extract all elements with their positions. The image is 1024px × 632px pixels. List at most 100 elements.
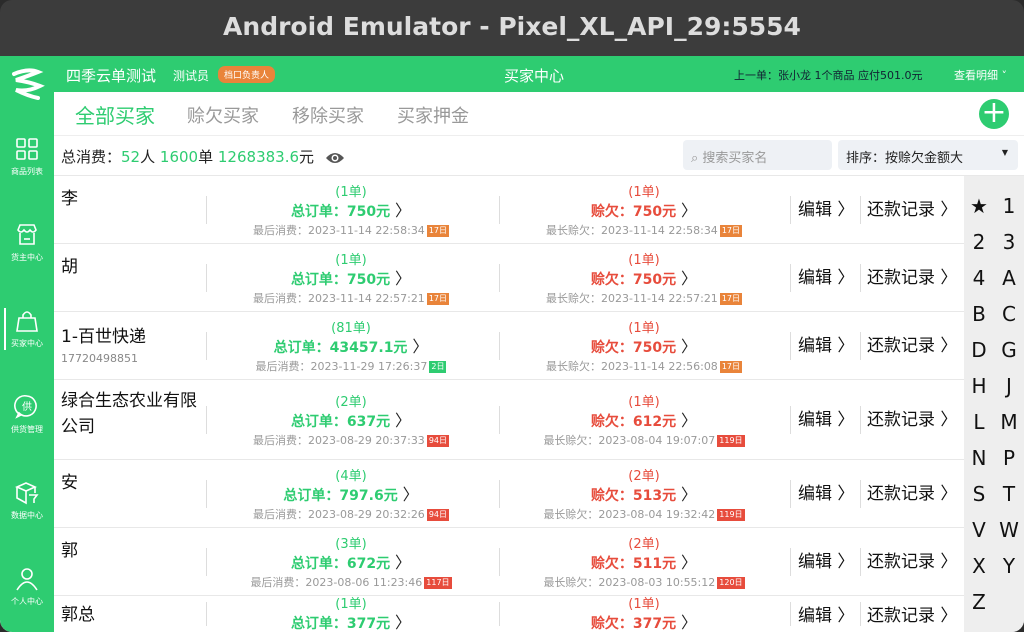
view-detail-link[interactable]: 查看明细 ˅ (954, 69, 1007, 82)
index-letter[interactable]: B (972, 302, 986, 326)
records-label: 还款记录 (867, 410, 935, 430)
index-letter[interactable]: X (972, 554, 986, 578)
debt-cell[interactable]: (1单) 赊欠：750元 〉最长赊欠：2023-11-14 22:56:08 17日 (499, 320, 789, 374)
buyer-name: 李 (61, 189, 78, 209)
last-consume-time: 最后消费：2023-11-29 17:26:37 (255, 360, 428, 373)
total-orders-cell[interactable]: (3单) 总订单：672元 〉最后消费：2023-08-06 11:23:46 11… (206, 536, 496, 590)
buyer-row[interactable]: 郭总 (1单) 总订单：377元 〉 (1单) 赊欠：377元 〉 编辑 〉还款记录 〉 (54, 596, 964, 632)
chevron-right-icon: 〉 (395, 201, 412, 220)
tab-all-buyers[interactable]: 全部买家 (75, 104, 155, 128)
sort-dropdown[interactable]: 排序：按赊欠金额大 ▼ (838, 140, 1018, 170)
debt-cell[interactable]: (2单) 赊欠：513元 〉最长赊欠：2023-08-04 19:32:42 119… (499, 468, 789, 522)
total-orders-cell[interactable]: (81单) 总订单：43457.1元 〉最后消费：2023-11-29 17:26… (206, 320, 496, 374)
edit-button[interactable]: 编辑 〉 (798, 552, 855, 572)
index-letter[interactable]: T (1002, 482, 1016, 506)
tab-removed-buyers[interactable]: 移除买家 (292, 106, 364, 127)
repayment-records-button[interactable]: 还款记录 〉 (867, 606, 958, 626)
index-letter[interactable]: 1 (1002, 194, 1016, 218)
people-count: 52 (121, 148, 141, 166)
grid-icon (16, 138, 38, 160)
total-orders-cell[interactable]: (1单) 总订单：750元 〉最后消费：2023-11-14 22:57:21 17… (206, 252, 496, 306)
debt-cell[interactable]: (1单) 赊欠：750元 〉最长赊欠：2023-11-14 22:57:21 17日 (499, 252, 789, 306)
sidebar-item-0[interactable]: 商品列表 (0, 136, 54, 192)
column-divider (206, 406, 207, 434)
sidebar-item-5[interactable]: 个人中心 (0, 566, 54, 622)
index-letter[interactable]: 4 (972, 266, 986, 290)
index-letter[interactable]: N (971, 446, 987, 470)
days-tag: 94日 (426, 509, 449, 521)
edit-button[interactable]: 编辑 〉 (798, 268, 855, 288)
debt-cell[interactable]: (1单) 赊欠：377元 〉 (499, 596, 789, 632)
edit-button[interactable]: 编辑 〉 (798, 200, 855, 220)
buyer-phone: 17720498851 (61, 352, 138, 365)
tab-buyer-deposit[interactable]: 买家押金 (397, 106, 469, 127)
index-letter[interactable]: C (1002, 302, 1016, 326)
index-letter[interactable]: ★ (970, 194, 988, 218)
index-letter[interactable]: S (972, 482, 986, 506)
sidebar-item-3[interactable]: 供供货管理 (0, 394, 54, 450)
header-bar: 四季云单测试 测试员 档口负责人 买家中心 上一单：张小龙 1个商品 应付501… (54, 56, 1024, 92)
index-letter[interactable]: 3 (1002, 230, 1016, 254)
index-letter[interactable]: Z (972, 590, 986, 614)
total-orders-cell[interactable]: (2单) 总订单：637元 〉最后消费：2023-08-29 20:37:33 94… (206, 394, 496, 448)
amount-unit: 元 (299, 148, 315, 166)
column-divider (206, 602, 207, 626)
column-divider (499, 406, 500, 434)
total-consumption: 总消费：52人 1600单 1268383.6元 (61, 146, 345, 167)
total-amount: 总订单：43457.1元 (273, 340, 408, 356)
records-label: 还款记录 (867, 200, 935, 220)
tab-credit-buyers[interactable]: 赊欠买家 (187, 106, 259, 127)
role-badge: 档口负责人 (218, 66, 276, 83)
total-orders-cell[interactable]: (1单) 总订单：750元 〉最后消费：2023-11-14 22:58:34 17… (206, 184, 496, 238)
total-orders-cell[interactable]: (4单) 总订单：797.6元 〉最后消费：2023-08-29 20:32:26… (206, 468, 496, 522)
repayment-records-button[interactable]: 还款记录 〉 (867, 200, 958, 220)
days-tag: 119日 (717, 509, 745, 521)
total-orders-cell[interactable]: (1单) 总订单：377元 〉 (206, 596, 496, 632)
sidebar-item-2[interactable]: 买家中心 (0, 308, 54, 364)
add-buyer-button[interactable]: + (979, 98, 1009, 129)
index-letter[interactable]: H (971, 374, 987, 398)
buyer-row[interactable]: 郭 (3单) 总订单：672元 〉最后消费：2023-08-06 11:23:46 1… (54, 528, 964, 596)
eye-icon[interactable] (325, 151, 345, 165)
index-letter[interactable]: Y (1002, 554, 1016, 578)
chevron-right-icon: 〉 (395, 411, 412, 430)
index-letter[interactable]: D (971, 338, 987, 362)
index-letter[interactable]: M (1000, 410, 1018, 434)
repayment-records-button[interactable]: 还款记录 〉 (867, 484, 958, 504)
edit-button[interactable]: 编辑 〉 (798, 484, 855, 504)
debt-cell[interactable]: (1单) 赊欠：750元 〉最长赊欠：2023-11-14 22:58:34 17日 (499, 184, 789, 238)
edit-label: 编辑 (798, 606, 832, 626)
column-divider (499, 602, 500, 626)
sidebar-item-4[interactable]: 数据中心 (0, 480, 54, 536)
edit-label: 编辑 (798, 552, 832, 572)
buyer-row[interactable]: 绿合生态农业有限公司 (2单) 总订单：637元 〉最后消费：2023-08-29 … (54, 380, 964, 460)
repayment-records-button[interactable]: 还款记录 〉 (867, 268, 958, 288)
search-buyer-input[interactable]: ⌕ 搜索买家名 (683, 140, 832, 170)
buyer-row[interactable]: 李 (1单) 总订单：750元 〉最后消费：2023-11-14 22:58:34 1… (54, 176, 964, 244)
total-amount: 1268383.6 (217, 148, 300, 166)
debt-cell[interactable]: (1单) 赊欠：612元 〉最长赊欠：2023-08-04 19:07:07 119… (499, 394, 789, 448)
edit-button[interactable]: 编辑 〉 (798, 410, 855, 430)
column-divider (499, 332, 500, 360)
last-consume-time: 最后消费：2023-11-14 22:57:21 (252, 292, 425, 305)
index-letter[interactable]: J (1006, 374, 1012, 398)
repayment-records-button[interactable]: 还款记录 〉 (867, 410, 958, 430)
index-letter[interactable]: L (973, 410, 985, 434)
index-letter[interactable]: W (999, 518, 1019, 542)
index-letter[interactable]: 2 (972, 230, 986, 254)
buyer-row[interactable]: 安 (4单) 总订单：797.6元 〉最后消费：2023-08-29 20:32:2… (54, 460, 964, 528)
edit-button[interactable]: 编辑 〉 (798, 336, 855, 356)
index-letter[interactable]: P (1002, 446, 1016, 470)
repayment-records-button[interactable]: 还款记录 〉 (867, 336, 958, 356)
index-letter[interactable]: V (972, 518, 986, 542)
buyer-row[interactable]: 1-百世快递 17720498851 (81单) 总订单：43457.1元 〉最后消费… (54, 312, 964, 380)
debt-cell[interactable]: (2单) 赊欠：511元 〉最长赊欠：2023-08-03 10:55:12 120… (499, 536, 789, 590)
buyer-row[interactable]: 胡 (1单) 总订单：750元 〉最后消费：2023-11-14 22:57:21 1… (54, 244, 964, 312)
repayment-records-button[interactable]: 还款记录 〉 (867, 552, 958, 572)
sidebar-item-1[interactable]: 货主中心 (0, 222, 54, 278)
index-letter[interactable]: A (1002, 266, 1016, 290)
index-letter[interactable]: G (1001, 338, 1017, 362)
edit-label: 编辑 (798, 200, 832, 220)
days-tag: 17日 (719, 293, 742, 305)
edit-button[interactable]: 编辑 〉 (798, 606, 855, 626)
